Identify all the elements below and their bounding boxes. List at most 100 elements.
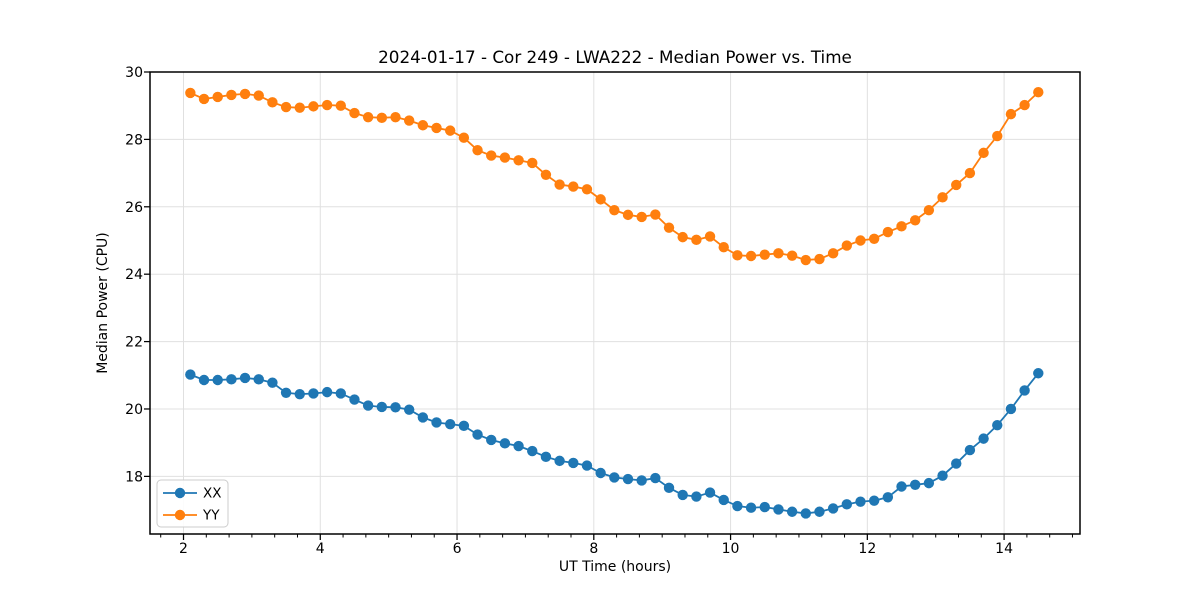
data-point-XX bbox=[937, 470, 948, 481]
y-tick-label: 22 bbox=[125, 335, 143, 351]
data-point-YY bbox=[800, 254, 811, 266]
data-point-YY bbox=[622, 209, 634, 221]
data-point-XX bbox=[294, 388, 305, 400]
data-point-YY bbox=[417, 120, 429, 131]
data-point-XX bbox=[732, 500, 743, 512]
data-point-YY bbox=[978, 147, 989, 159]
data-point-YY bbox=[568, 181, 579, 192]
data-point-XX bbox=[992, 419, 1003, 431]
data-point-XX bbox=[472, 429, 483, 440]
data-point-XX bbox=[568, 457, 579, 469]
data-point-XX bbox=[896, 481, 907, 492]
data-point-YY bbox=[554, 179, 565, 190]
y-tick-label: 24 bbox=[125, 267, 143, 283]
legend-marker-xx bbox=[174, 487, 186, 499]
data-point-YY bbox=[581, 184, 593, 195]
data-point-XX bbox=[636, 475, 647, 486]
data-point-YY bbox=[732, 250, 743, 261]
data-point-XX bbox=[650, 472, 661, 484]
legend-label-yy: YY bbox=[202, 508, 220, 524]
data-point-YY bbox=[595, 194, 606, 205]
data-point-XX bbox=[827, 503, 839, 514]
data-point-XX bbox=[841, 499, 853, 510]
data-point-XX bbox=[376, 401, 388, 413]
data-point-XX bbox=[677, 489, 688, 501]
y-axis-label: Median Power (CPU) bbox=[95, 232, 111, 374]
x-tick-label: 12 bbox=[858, 541, 876, 557]
data-point-XX bbox=[185, 369, 196, 380]
data-point-XX bbox=[445, 418, 456, 430]
data-point-YY bbox=[910, 215, 921, 226]
data-point-YY bbox=[773, 248, 784, 259]
data-point-XX bbox=[745, 502, 757, 513]
data-point-YY bbox=[198, 93, 210, 105]
data-point-YY bbox=[362, 111, 374, 123]
data-point-XX bbox=[417, 412, 429, 423]
data-point-XX bbox=[403, 404, 415, 415]
data-point-XX bbox=[691, 491, 702, 502]
data-point-XX bbox=[431, 417, 442, 428]
data-point-XX bbox=[458, 420, 470, 432]
data-point-YY bbox=[691, 234, 702, 246]
data-point-XX bbox=[581, 460, 593, 471]
data-point-YY bbox=[267, 97, 278, 108]
data-point-XX bbox=[239, 372, 251, 384]
data-point-XX bbox=[362, 400, 374, 411]
data-point-YY bbox=[964, 167, 976, 179]
y-tick-label: 20 bbox=[125, 402, 143, 418]
y-tick-label: 26 bbox=[125, 200, 143, 216]
data-point-YY bbox=[403, 115, 415, 126]
data-point-XX bbox=[267, 377, 278, 388]
legend: XX YY bbox=[156, 479, 229, 528]
data-point-XX bbox=[964, 444, 976, 456]
data-point-XX bbox=[773, 504, 784, 515]
data-point-YY bbox=[992, 130, 1003, 142]
data-point-XX bbox=[486, 434, 497, 446]
data-point-YY bbox=[321, 99, 333, 111]
data-point-XX bbox=[226, 374, 237, 385]
data-point-XX bbox=[1005, 403, 1017, 415]
plot-border bbox=[149, 71, 1081, 535]
data-point-YY bbox=[609, 204, 620, 216]
data-point-XX bbox=[786, 506, 798, 517]
data-point-YY bbox=[841, 240, 853, 251]
data-point-YY bbox=[937, 192, 948, 203]
data-point-YY bbox=[1033, 87, 1044, 98]
data-point-XX bbox=[951, 458, 962, 469]
data-point-XX bbox=[595, 467, 606, 479]
data-point-YY bbox=[677, 231, 688, 243]
data-point-YY bbox=[704, 231, 716, 242]
data-point-XX bbox=[540, 451, 552, 463]
data-point-YY bbox=[745, 250, 757, 262]
data-point-XX bbox=[978, 433, 989, 444]
data-point-XX bbox=[704, 487, 716, 498]
y-tick-label: 30 bbox=[125, 65, 143, 81]
data-point-YY bbox=[827, 248, 839, 259]
data-point-XX bbox=[814, 506, 825, 517]
y-tick-label: 28 bbox=[125, 132, 143, 148]
data-point-YY bbox=[239, 88, 251, 100]
data-point-YY bbox=[540, 169, 552, 180]
data-point-YY bbox=[499, 152, 511, 163]
x-tick-label: 10 bbox=[722, 541, 740, 557]
data-point-YY bbox=[185, 87, 196, 99]
legend-marker-yy bbox=[174, 509, 186, 521]
grid-layer bbox=[150, 71, 1080, 534]
data-point-XX bbox=[308, 388, 319, 399]
data-point-YY bbox=[1019, 99, 1030, 111]
data-point-XX bbox=[609, 472, 620, 483]
data-point-YY bbox=[458, 132, 470, 143]
data-point-YY bbox=[786, 250, 798, 261]
data-point-XX bbox=[349, 394, 360, 405]
x-tick-label: 14 bbox=[995, 541, 1013, 557]
data-point-YY bbox=[376, 112, 388, 124]
data-point-YY bbox=[650, 209, 661, 220]
data-point-XX bbox=[280, 387, 292, 399]
data-point-YY bbox=[390, 111, 401, 123]
data-point-XX bbox=[198, 374, 210, 386]
data-point-YY bbox=[663, 222, 675, 233]
chart-title: 2024-01-17 - Cor 249 - LWA222 - Median P… bbox=[378, 47, 852, 67]
data-point-XX bbox=[923, 477, 935, 489]
data-point-YY bbox=[718, 242, 729, 253]
